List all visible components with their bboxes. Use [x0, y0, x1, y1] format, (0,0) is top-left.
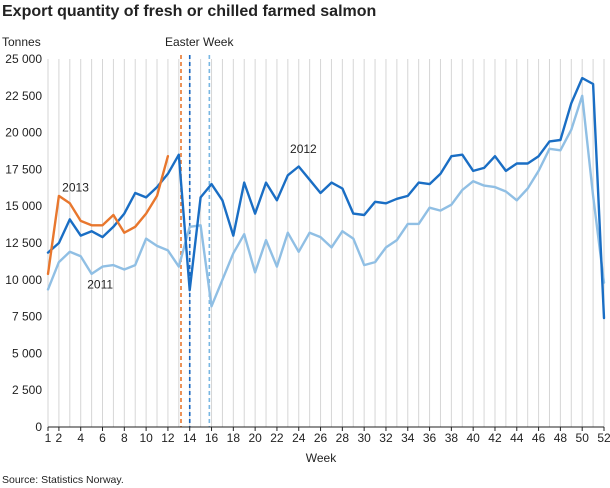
- x-tick-label: 34: [401, 431, 415, 445]
- y-unit-label: Tonnes: [2, 35, 41, 49]
- x-tick-label: 18: [227, 431, 241, 445]
- x-tick-label: 30: [357, 431, 371, 445]
- x-tick-label: 26: [314, 431, 328, 445]
- y-tick-label: 0: [35, 420, 42, 434]
- x-tick-label: 44: [510, 431, 524, 445]
- chart-title: Export quantity of fresh or chilled farm…: [2, 3, 376, 20]
- y-tick-label: 15 000: [5, 199, 42, 213]
- x-axis-title: Week: [306, 451, 337, 465]
- x-tick-label: 52: [597, 431, 610, 445]
- x-tick-label: 38: [445, 431, 459, 445]
- x-tick-label: 1: [45, 431, 52, 445]
- x-tick-label: 2: [56, 431, 63, 445]
- x-axis-ticks: 1 2 4 6 8 10 12 14 16 18 20 22 24 26 28 30 32 34 36 38 40 42 4…: [45, 427, 610, 445]
- x-tick-label: 10: [139, 431, 153, 445]
- y-tick-label: 5 000: [12, 346, 42, 360]
- series-line-2013: [46, 154, 170, 276]
- x-tick-label: 36: [423, 431, 437, 445]
- series-label-2011: 2011: [87, 278, 113, 292]
- y-tick-label: 22 500: [5, 89, 42, 103]
- series-label-2013: 2013: [62, 180, 89, 194]
- x-tick-label: 4: [77, 431, 84, 445]
- y-tick-label: 17 500: [5, 162, 42, 176]
- x-tick-label: 8: [121, 431, 128, 445]
- x-tick-label: 14: [183, 431, 197, 445]
- source-note: Source: Statistics Norway.: [2, 474, 124, 486]
- y-axis-ticks: 0 2 500 5 000 7 500 10 000 12 500 15 000 17 500…: [5, 52, 42, 434]
- easter-week-lines: [180, 55, 211, 427]
- x-tick-label: 12: [161, 431, 175, 445]
- x-tick-label: 28: [336, 431, 350, 445]
- y-tick-label: 25 000: [5, 52, 42, 66]
- x-tick-label: 32: [379, 431, 393, 445]
- series-line-2012: [46, 76, 606, 320]
- x-tick-label: 24: [292, 431, 306, 445]
- x-tick-label: 46: [532, 431, 546, 445]
- y-tick-label: 7 500: [12, 310, 42, 324]
- y-tick-label: 20 000: [5, 126, 42, 140]
- series-labels: 2013 2011 2012: [62, 142, 317, 291]
- x-tick-label: 16: [205, 431, 219, 445]
- series-label-2012: 2012: [290, 142, 317, 156]
- y-tick-label: 2 500: [12, 383, 42, 397]
- x-tick-label: 48: [554, 431, 568, 445]
- x-tick-label: 20: [248, 431, 262, 445]
- x-tick-label: 22: [270, 431, 284, 445]
- x-tick-label: 6: [99, 431, 106, 445]
- x-tick-label: 40: [466, 431, 480, 445]
- x-tick-label: 50: [576, 431, 590, 445]
- series-line-2011: [46, 94, 606, 308]
- easter-week-annotation: Easter Week: [165, 35, 234, 49]
- y-tick-label: 12 500: [5, 236, 42, 250]
- series-lines: [46, 76, 606, 320]
- x-tick-label: 42: [488, 431, 502, 445]
- y-tick-label: 10 000: [5, 273, 42, 287]
